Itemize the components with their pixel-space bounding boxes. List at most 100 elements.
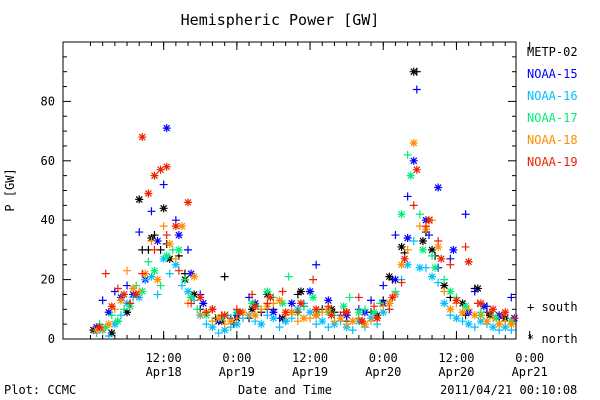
point-south (425, 231, 433, 240)
point-north (120, 290, 128, 299)
point-north (287, 299, 296, 308)
point-south (464, 305, 473, 314)
point-north (162, 162, 171, 171)
point-south (293, 308, 302, 317)
point-south (263, 299, 272, 308)
point-south (284, 272, 293, 281)
point-south (367, 317, 376, 326)
point-south (275, 323, 284, 332)
point-north (196, 293, 205, 302)
y-tick-label: 0 (48, 332, 55, 346)
point-north (449, 245, 458, 254)
point-north (92, 326, 101, 335)
point-south (446, 260, 455, 269)
point-north (296, 299, 305, 308)
point-south (220, 320, 229, 329)
point-south (162, 231, 171, 240)
point-south (116, 311, 125, 320)
point-north (129, 284, 138, 293)
point-south (159, 180, 168, 189)
point-north (373, 314, 382, 323)
point-south (385, 305, 394, 314)
point-south (159, 222, 168, 231)
point-south (403, 192, 412, 201)
point-north (336, 314, 345, 323)
point-south (348, 326, 357, 335)
point-north (132, 290, 141, 299)
point-north (184, 287, 193, 296)
y-axis: 0 20 40 60 80 (41, 56, 516, 346)
point-south (461, 210, 470, 219)
point-north (400, 254, 409, 263)
point-north (208, 305, 217, 314)
point-north (385, 299, 394, 308)
point-south (220, 272, 229, 281)
point-south (379, 302, 388, 311)
point-north (306, 308, 315, 317)
chart-title: Hemispheric Power [GW] (181, 11, 380, 29)
point-north (110, 320, 119, 329)
point-north (251, 311, 260, 320)
point-north (476, 299, 485, 308)
point-south (391, 231, 400, 240)
point-south (113, 284, 122, 293)
point-north (199, 299, 208, 308)
point-north (388, 293, 397, 302)
point-south (101, 269, 110, 278)
point-south (278, 287, 287, 296)
point-south (324, 323, 333, 332)
point-north (150, 171, 159, 180)
point-north (470, 311, 479, 320)
point-south (428, 251, 437, 260)
point-south (214, 329, 223, 338)
point-north (440, 281, 449, 290)
point-north (452, 314, 461, 323)
x-tick-label: Apr20 (365, 365, 401, 379)
point-north (220, 311, 229, 320)
point-north (397, 260, 406, 269)
point-north (138, 133, 147, 142)
point-north (147, 272, 156, 281)
point-north (379, 308, 388, 317)
point-south (379, 281, 388, 290)
point-south (458, 317, 467, 326)
point-north (440, 299, 449, 308)
point-south (123, 266, 132, 275)
point-north (495, 320, 504, 329)
point-north (458, 308, 467, 317)
y-axis-label: P [GW] (3, 168, 17, 211)
point-south (184, 245, 193, 254)
point-south (309, 275, 318, 284)
x-tick-label: 0:00 (369, 351, 398, 365)
point-north (428, 272, 437, 281)
point-north (306, 287, 315, 296)
point-south (510, 314, 519, 323)
point-south (263, 311, 272, 320)
point-north (226, 317, 235, 326)
point-north (296, 287, 305, 296)
legend-entry: NOAA-18 (527, 133, 578, 147)
point-north (187, 269, 196, 278)
point-north (418, 245, 427, 254)
x-tick-label: 12:00 (438, 351, 474, 365)
point-north (403, 234, 412, 243)
point-south (293, 317, 302, 326)
point-north (473, 284, 482, 293)
point-south (135, 228, 144, 237)
point-north (425, 216, 433, 225)
point-south (409, 201, 418, 210)
point-south (138, 269, 147, 278)
point-south (126, 299, 135, 308)
point-north (248, 299, 257, 308)
point-south (434, 236, 443, 245)
legend-entry: METP-02 (527, 45, 578, 59)
point-south (232, 314, 241, 323)
x-tick-label: 0:00 (515, 351, 544, 365)
point-north (464, 257, 473, 266)
point-south (104, 332, 113, 341)
point-north (434, 183, 443, 192)
point-north (324, 296, 333, 305)
point-north (251, 302, 260, 311)
point-north (464, 320, 473, 329)
point-south (330, 317, 339, 326)
